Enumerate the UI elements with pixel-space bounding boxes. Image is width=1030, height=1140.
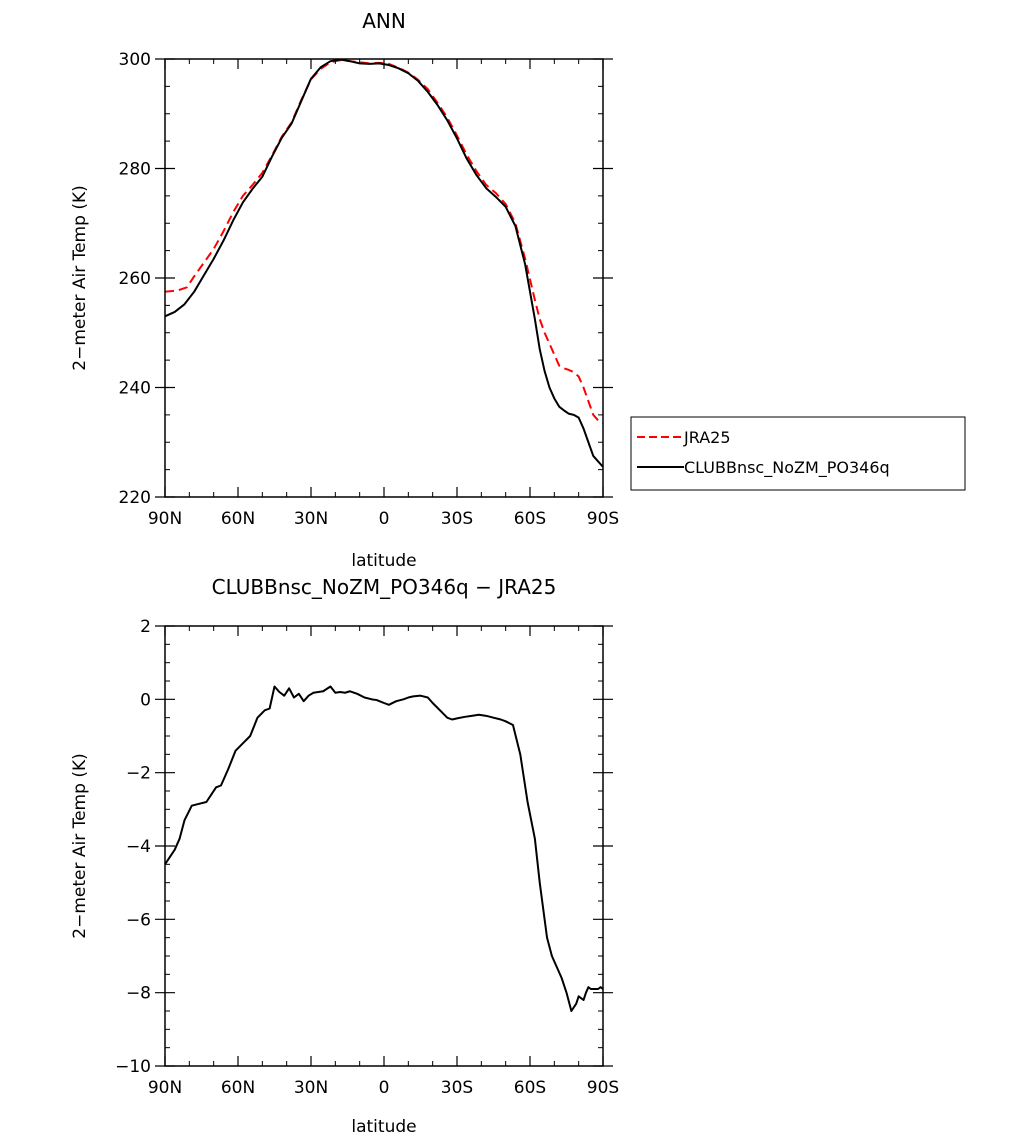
- plot-area: 90N 60N 30N 0 30S 60S 90S 220 240 260 280 300: [119, 50, 620, 529]
- panel-title: CLUBBnsc_NoZM_PO346q − JRA25: [212, 575, 557, 599]
- x-tick-label: 0: [379, 509, 390, 529]
- y-axis-title: 2−meter Air Temp (K): [70, 753, 90, 938]
- y-tick-label: −6: [126, 910, 151, 930]
- x-tick-label: 30S: [441, 509, 473, 529]
- x-tick-label: 60S: [514, 1078, 546, 1098]
- x-tick-label: 60N: [221, 1078, 255, 1098]
- x-tick-label: 90N: [148, 509, 182, 529]
- plot-frame: [164, 625, 604, 1067]
- y-axis-title: 2−meter Air Temp (K): [70, 185, 90, 370]
- plot-frame: [164, 58, 604, 498]
- y-tick-label: 240: [119, 379, 151, 399]
- y-tick-label: −4: [126, 837, 151, 857]
- x-axis-title: latitude: [351, 551, 416, 571]
- x-tick-label: 90S: [587, 509, 619, 529]
- y-tick-label: −2: [126, 764, 151, 784]
- y-tick-label: 0: [140, 690, 151, 710]
- x-axis-title: latitude: [351, 1117, 416, 1137]
- x-tick-label: 60N: [221, 509, 255, 529]
- y-tick-label: 260: [119, 269, 151, 289]
- panel-temperature-difference: CLUBBnsc_NoZM_PO346q − JRA25 90N 60N 30N 0 3…: [70, 575, 619, 1137]
- x-tick-label: 30S: [441, 1078, 473, 1098]
- y-tick-label: −10: [115, 1057, 151, 1077]
- plot-area: 90N 60N 30N 0 30S 60S 90S −10 −8 −6 −4 −2 0 2: [115, 617, 619, 1098]
- y-tick-label: 2: [140, 617, 151, 637]
- panel-annual-temperature: ANN 90N 60N 30N 0 30S 60S 90S 220 240 260 280 300 l…: [70, 9, 619, 571]
- x-tick-label: 90N: [148, 1078, 182, 1098]
- y-tick-label: 280: [119, 160, 151, 180]
- series-line-clubbnsc-nozm-po346q: [164, 58, 604, 468]
- legend-label-model: CLUBBnsc_NoZM_PO346q: [684, 458, 890, 478]
- y-tick-label: 220: [119, 488, 151, 508]
- x-tick-label: 30N: [294, 1078, 328, 1098]
- panel-title: ANN: [362, 9, 406, 33]
- x-tick-label: 60S: [514, 509, 546, 529]
- series-line-difference: [164, 685, 604, 1012]
- y-tick-label: 300: [119, 50, 151, 70]
- x-tick-label: 0: [379, 1078, 390, 1098]
- legend-label-jra25: JRA25: [683, 428, 731, 447]
- y-tick-label: −8: [126, 984, 151, 1004]
- legend: JRA25 CLUBBnsc_NoZM_PO346q: [630, 416, 966, 491]
- series-line-jra25: [164, 59, 604, 424]
- x-tick-label: 30N: [294, 509, 328, 529]
- x-tick-label: 90S: [587, 1078, 619, 1098]
- legend-frame: [630, 416, 966, 491]
